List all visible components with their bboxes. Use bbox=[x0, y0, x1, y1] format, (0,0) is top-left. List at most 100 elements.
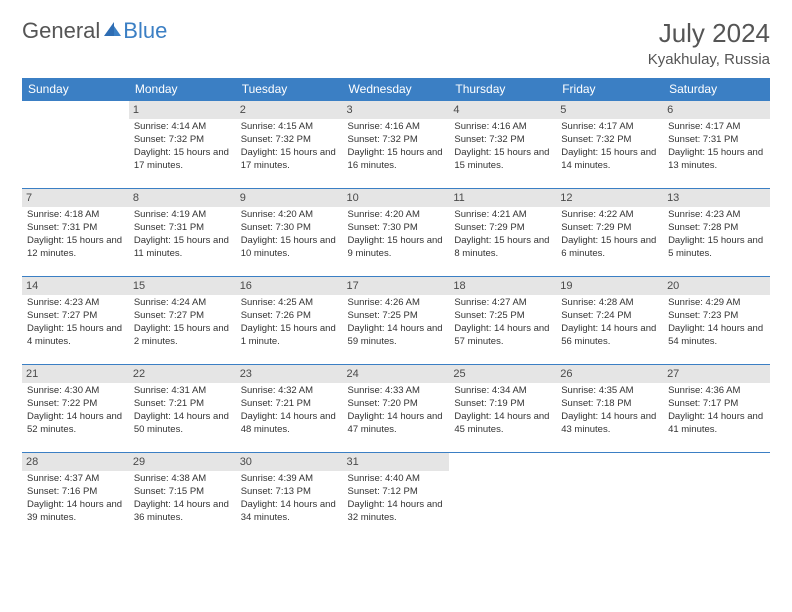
day-number: 21 bbox=[22, 365, 129, 383]
day-cell: 2 Sunrise: 4:15 AMSunset: 7:32 PMDaylight… bbox=[236, 101, 343, 189]
week-row: 21 Sunrise: 4:30 AMSunset: 7:22 PMDayligh… bbox=[22, 365, 770, 453]
day-number: 8 bbox=[129, 189, 236, 207]
day-details: Sunrise: 4:26 AMSunset: 7:25 PMDaylight:… bbox=[348, 297, 445, 348]
day-details: Sunrise: 4:21 AMSunset: 7:29 PMDaylight:… bbox=[454, 209, 551, 260]
day-number: 20 bbox=[663, 277, 770, 295]
day-cell bbox=[22, 101, 129, 189]
logo-text-2: Blue bbox=[123, 18, 167, 44]
day-details: Sunrise: 4:16 AMSunset: 7:32 PMDaylight:… bbox=[454, 121, 551, 172]
day-number: 11 bbox=[449, 189, 556, 207]
day-cell: 10 Sunrise: 4:20 AMSunset: 7:30 PMDayligh… bbox=[343, 189, 450, 277]
day-number: 27 bbox=[663, 365, 770, 383]
day-number: 13 bbox=[663, 189, 770, 207]
day-details: Sunrise: 4:19 AMSunset: 7:31 PMDaylight:… bbox=[134, 209, 231, 260]
day-header: Saturday bbox=[663, 78, 770, 101]
day-cell: 5Sunrise: 4:17 AMSunset: 7:32 PMDaylight… bbox=[556, 101, 663, 189]
day-number: 31 bbox=[343, 453, 450, 471]
day-number: 26 bbox=[556, 365, 663, 383]
day-cell: 6 Sunrise: 4:17 AMSunset: 7:31 PMDaylight… bbox=[663, 101, 770, 189]
day-details: Sunrise: 4:15 AMSunset: 7:32 PMDaylight:… bbox=[241, 121, 338, 172]
day-cell: 16 Sunrise: 4:25 AMSunset: 7:26 PMDayligh… bbox=[236, 277, 343, 365]
day-number: 28 bbox=[22, 453, 129, 471]
day-details: Sunrise: 4:30 AMSunset: 7:22 PMDaylight:… bbox=[27, 385, 124, 436]
day-number: 14 bbox=[22, 277, 129, 295]
day-number: 10 bbox=[343, 189, 450, 207]
logo-text-1: General bbox=[22, 18, 100, 44]
day-cell: 25 Sunrise: 4:34 AMSunset: 7:19 PMDayligh… bbox=[449, 365, 556, 453]
day-cell: 20Sunrise: 4:29 AMSunset: 7:23 PMDayligh… bbox=[663, 277, 770, 365]
day-details: Sunrise: 4:36 AMSunset: 7:17 PMDaylight:… bbox=[668, 385, 765, 436]
day-number: 4 bbox=[449, 101, 556, 119]
day-number: 16 bbox=[236, 277, 343, 295]
day-details: Sunrise: 4:39 AMSunset: 7:13 PMDaylight:… bbox=[241, 473, 338, 524]
day-number: 29 bbox=[129, 453, 236, 471]
logo-sail-icon bbox=[102, 18, 122, 44]
day-cell: 1Sunrise: 4:14 AMSunset: 7:32 PMDaylight… bbox=[129, 101, 236, 189]
day-details: Sunrise: 4:33 AMSunset: 7:20 PMDaylight:… bbox=[348, 385, 445, 436]
day-details: Sunrise: 4:38 AMSunset: 7:15 PMDaylight:… bbox=[134, 473, 231, 524]
day-details: Sunrise: 4:24 AMSunset: 7:27 PMDaylight:… bbox=[134, 297, 231, 348]
day-header: Monday bbox=[129, 78, 236, 101]
day-number: 3 bbox=[343, 101, 450, 119]
day-cell: 11 Sunrise: 4:21 AMSunset: 7:29 PMDayligh… bbox=[449, 189, 556, 277]
day-cell: 24Sunrise: 4:33 AMSunset: 7:20 PMDayligh… bbox=[343, 365, 450, 453]
day-cell: 3 Sunrise: 4:16 AMSunset: 7:32 PMDaylight… bbox=[343, 101, 450, 189]
day-cell bbox=[449, 453, 556, 541]
day-header: Friday bbox=[556, 78, 663, 101]
day-number: 30 bbox=[236, 453, 343, 471]
day-details: Sunrise: 4:28 AMSunset: 7:24 PMDaylight:… bbox=[561, 297, 658, 348]
day-number: 22 bbox=[129, 365, 236, 383]
day-cell: 23Sunrise: 4:32 AMSunset: 7:21 PMDayligh… bbox=[236, 365, 343, 453]
day-cell: 9 Sunrise: 4:20 AMSunset: 7:30 PMDaylight… bbox=[236, 189, 343, 277]
day-details: Sunrise: 4:18 AMSunset: 7:31 PMDaylight:… bbox=[27, 209, 124, 260]
calendar-table: SundayMondayTuesdayWednesdayThursdayFrid… bbox=[22, 78, 770, 541]
day-details: Sunrise: 4:40 AMSunset: 7:12 PMDaylight:… bbox=[348, 473, 445, 524]
day-details: Sunrise: 4:20 AMSunset: 7:30 PMDaylight:… bbox=[241, 209, 338, 260]
day-cell: 7 Sunrise: 4:18 AMSunset: 7:31 PMDaylight… bbox=[22, 189, 129, 277]
day-cell: 4 Sunrise: 4:16 AMSunset: 7:32 PMDaylight… bbox=[449, 101, 556, 189]
day-number: 19 bbox=[556, 277, 663, 295]
week-row: 1Sunrise: 4:14 AMSunset: 7:32 PMDaylight… bbox=[22, 101, 770, 189]
day-details: Sunrise: 4:34 AMSunset: 7:19 PMDaylight:… bbox=[454, 385, 551, 436]
day-cell bbox=[663, 453, 770, 541]
day-details: Sunrise: 4:16 AMSunset: 7:32 PMDaylight:… bbox=[348, 121, 445, 172]
day-cell: 18 Sunrise: 4:27 AMSunset: 7:25 PMDayligh… bbox=[449, 277, 556, 365]
day-number: 9 bbox=[236, 189, 343, 207]
header: General Blue July 2024 Kyakhulay, Russia bbox=[22, 18, 770, 68]
day-cell: 17Sunrise: 4:26 AMSunset: 7:25 PMDayligh… bbox=[343, 277, 450, 365]
day-header: Sunday bbox=[22, 78, 129, 101]
week-row: 28 Sunrise: 4:37 AMSunset: 7:16 PMDayligh… bbox=[22, 453, 770, 541]
day-cell: 15 Sunrise: 4:24 AMSunset: 7:27 PMDayligh… bbox=[129, 277, 236, 365]
day-cell: 22 Sunrise: 4:31 AMSunset: 7:21 PMDayligh… bbox=[129, 365, 236, 453]
week-row: 14Sunrise: 4:23 AMSunset: 7:27 PMDayligh… bbox=[22, 277, 770, 365]
day-number: 25 bbox=[449, 365, 556, 383]
day-cell: 30 Sunrise: 4:39 AMSunset: 7:13 PMDayligh… bbox=[236, 453, 343, 541]
day-cell: 29 Sunrise: 4:38 AMSunset: 7:15 PMDayligh… bbox=[129, 453, 236, 541]
day-cell: 28 Sunrise: 4:37 AMSunset: 7:16 PMDayligh… bbox=[22, 453, 129, 541]
day-details: Sunrise: 4:22 AMSunset: 7:29 PMDaylight:… bbox=[561, 209, 658, 260]
day-header: Thursday bbox=[449, 78, 556, 101]
day-number: 7 bbox=[22, 189, 129, 207]
day-header: Wednesday bbox=[343, 78, 450, 101]
day-cell bbox=[556, 453, 663, 541]
day-number: 2 bbox=[236, 101, 343, 119]
day-details: Sunrise: 4:37 AMSunset: 7:16 PMDaylight:… bbox=[27, 473, 124, 524]
day-details: Sunrise: 4:25 AMSunset: 7:26 PMDaylight:… bbox=[241, 297, 338, 348]
location: Kyakhulay, Russia bbox=[648, 51, 770, 68]
day-details: Sunrise: 4:35 AMSunset: 7:18 PMDaylight:… bbox=[561, 385, 658, 436]
day-cell: 14Sunrise: 4:23 AMSunset: 7:27 PMDayligh… bbox=[22, 277, 129, 365]
day-cell: 12 Sunrise: 4:22 AMSunset: 7:29 PMDayligh… bbox=[556, 189, 663, 277]
day-details: Sunrise: 4:20 AMSunset: 7:30 PMDaylight:… bbox=[348, 209, 445, 260]
logo: General Blue bbox=[22, 18, 167, 44]
day-cell: 21 Sunrise: 4:30 AMSunset: 7:22 PMDayligh… bbox=[22, 365, 129, 453]
day-number: 5 bbox=[556, 101, 663, 119]
week-row: 7 Sunrise: 4:18 AMSunset: 7:31 PMDaylight… bbox=[22, 189, 770, 277]
day-number: 15 bbox=[129, 277, 236, 295]
day-number: 1 bbox=[129, 101, 236, 119]
day-number: 12 bbox=[556, 189, 663, 207]
day-details: Sunrise: 4:31 AMSunset: 7:21 PMDaylight:… bbox=[134, 385, 231, 436]
day-details: Sunrise: 4:27 AMSunset: 7:25 PMDaylight:… bbox=[454, 297, 551, 348]
day-details: Sunrise: 4:17 AMSunset: 7:31 PMDaylight:… bbox=[668, 121, 765, 172]
day-number: 6 bbox=[663, 101, 770, 119]
day-number: 18 bbox=[449, 277, 556, 295]
